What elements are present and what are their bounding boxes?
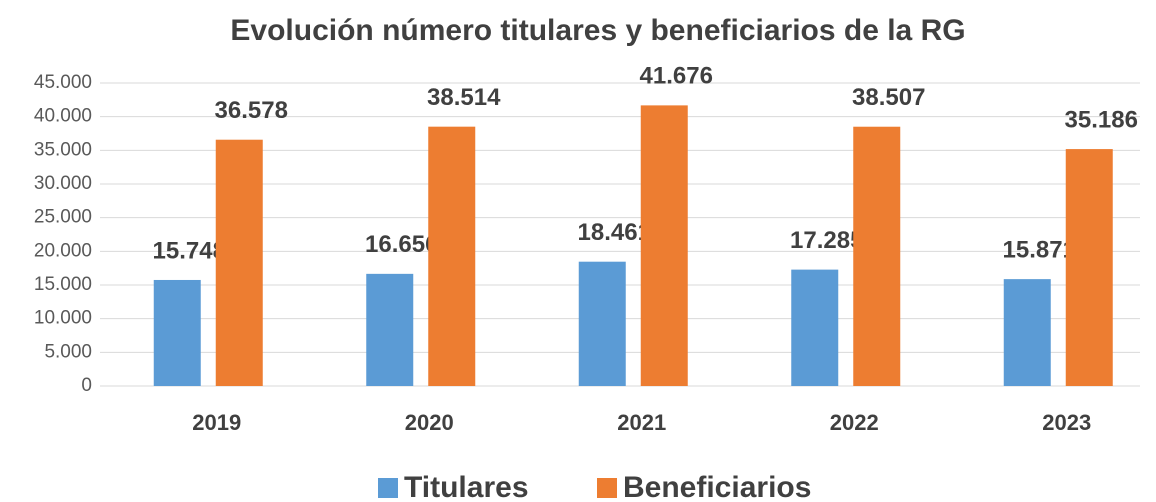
x-tick-label: 2023 xyxy=(1042,410,1091,435)
data-label: 17.285 xyxy=(790,227,863,254)
legend-swatch xyxy=(378,478,398,498)
bar xyxy=(640,105,688,387)
y-tick-label: 0 xyxy=(81,375,92,396)
bar xyxy=(1003,279,1051,386)
y-tick-label: 25.000 xyxy=(34,207,92,228)
bar xyxy=(215,139,263,386)
bar xyxy=(578,261,626,386)
legend-label: Titulares xyxy=(404,471,529,502)
bar xyxy=(366,273,414,386)
data-label: 41.676 xyxy=(640,63,713,90)
x-tick-label: 2019 xyxy=(192,410,241,435)
data-label: 38.507 xyxy=(852,84,925,111)
bar xyxy=(791,269,839,386)
y-tick-label: 40.000 xyxy=(34,106,92,127)
bar xyxy=(153,279,201,386)
data-label: 36.578 xyxy=(215,97,288,124)
y-tick-label: 10.000 xyxy=(34,308,92,329)
y-tick-label: 45.000 xyxy=(34,72,92,93)
bar xyxy=(428,126,476,387)
data-label: 16.656 xyxy=(365,231,438,258)
y-tick-label: 15.000 xyxy=(34,274,92,295)
x-tick-label: 2022 xyxy=(830,410,879,435)
chart-title: Evolución número titulares y beneficiari… xyxy=(230,14,965,47)
y-tick-label: 5.000 xyxy=(44,341,92,362)
data-label: 18.461 xyxy=(578,219,651,246)
data-label: 38.514 xyxy=(427,84,501,111)
data-label: 15.748 xyxy=(153,237,226,264)
y-tick-label: 20.000 xyxy=(34,240,92,261)
y-tick-label: 35.000 xyxy=(34,139,92,160)
data-label: 15.871 xyxy=(1003,236,1076,263)
bar xyxy=(853,126,901,386)
x-tick-label: 2020 xyxy=(405,410,454,435)
x-tick-label: 2021 xyxy=(617,410,666,435)
bar xyxy=(1065,149,1113,386)
y-tick-label: 30.000 xyxy=(34,173,92,194)
legend-swatch xyxy=(597,478,617,498)
legend-label: Beneficiarios xyxy=(623,471,811,502)
data-label: 35.186 xyxy=(1065,106,1138,133)
